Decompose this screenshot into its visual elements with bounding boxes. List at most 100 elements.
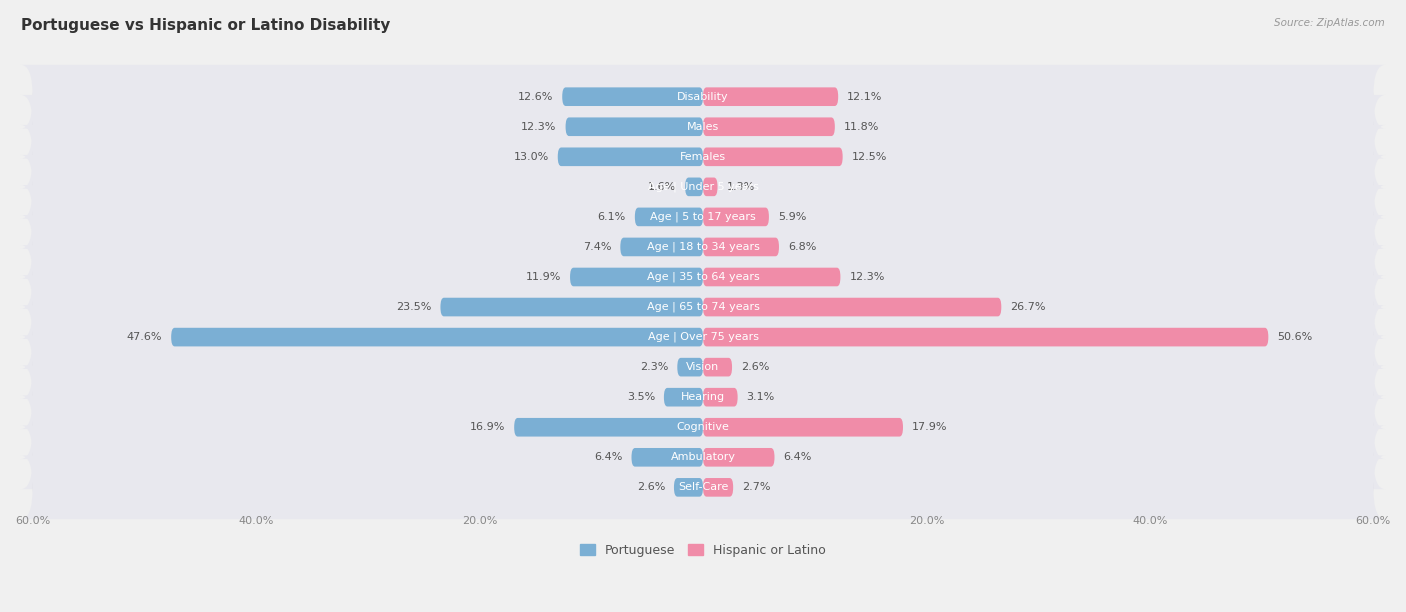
Text: 2.3%: 2.3%: [640, 362, 668, 372]
FancyBboxPatch shape: [569, 267, 703, 286]
Text: Portuguese vs Hispanic or Latino Disability: Portuguese vs Hispanic or Latino Disabil…: [21, 18, 391, 34]
Text: 6.4%: 6.4%: [783, 452, 811, 462]
Text: 17.9%: 17.9%: [912, 422, 948, 432]
FancyBboxPatch shape: [664, 388, 703, 406]
Text: 13.0%: 13.0%: [513, 152, 548, 162]
FancyBboxPatch shape: [21, 155, 1385, 218]
FancyBboxPatch shape: [678, 358, 703, 376]
FancyBboxPatch shape: [32, 414, 1374, 441]
Text: Age | Under 5 years: Age | Under 5 years: [648, 182, 758, 192]
Text: 6.1%: 6.1%: [598, 212, 626, 222]
FancyBboxPatch shape: [620, 237, 703, 256]
FancyBboxPatch shape: [32, 324, 1374, 350]
Text: Age | Over 75 years: Age | Over 75 years: [648, 332, 758, 342]
FancyBboxPatch shape: [703, 267, 841, 286]
Text: 47.6%: 47.6%: [127, 332, 162, 342]
FancyBboxPatch shape: [703, 237, 779, 256]
FancyBboxPatch shape: [673, 478, 703, 497]
FancyBboxPatch shape: [32, 234, 1374, 260]
FancyBboxPatch shape: [32, 204, 1374, 230]
Text: 1.3%: 1.3%: [727, 182, 755, 192]
Text: Ambulatory: Ambulatory: [671, 452, 735, 462]
Text: 11.8%: 11.8%: [844, 122, 879, 132]
FancyBboxPatch shape: [21, 95, 1385, 159]
FancyBboxPatch shape: [703, 358, 733, 376]
Text: 12.3%: 12.3%: [522, 122, 557, 132]
Text: 3.1%: 3.1%: [747, 392, 775, 402]
FancyBboxPatch shape: [32, 113, 1374, 140]
Text: 6.8%: 6.8%: [787, 242, 817, 252]
FancyBboxPatch shape: [703, 388, 738, 406]
FancyBboxPatch shape: [32, 83, 1374, 110]
FancyBboxPatch shape: [703, 328, 1268, 346]
FancyBboxPatch shape: [21, 335, 1385, 399]
FancyBboxPatch shape: [21, 125, 1385, 188]
Text: 6.4%: 6.4%: [595, 452, 623, 462]
FancyBboxPatch shape: [32, 144, 1374, 170]
Text: 12.3%: 12.3%: [849, 272, 884, 282]
Text: Self-Care: Self-Care: [678, 482, 728, 492]
FancyBboxPatch shape: [21, 455, 1385, 519]
Text: 1.6%: 1.6%: [648, 182, 676, 192]
FancyBboxPatch shape: [21, 215, 1385, 279]
FancyBboxPatch shape: [703, 478, 733, 497]
FancyBboxPatch shape: [636, 207, 703, 226]
FancyBboxPatch shape: [21, 185, 1385, 248]
Text: 2.7%: 2.7%: [742, 482, 770, 492]
Text: 12.6%: 12.6%: [517, 92, 554, 102]
Text: Vision: Vision: [686, 362, 720, 372]
FancyBboxPatch shape: [32, 264, 1374, 290]
FancyBboxPatch shape: [703, 147, 842, 166]
Text: 12.5%: 12.5%: [852, 152, 887, 162]
FancyBboxPatch shape: [703, 88, 838, 106]
Text: Age | 18 to 34 years: Age | 18 to 34 years: [647, 242, 759, 252]
FancyBboxPatch shape: [703, 118, 835, 136]
FancyBboxPatch shape: [32, 444, 1374, 471]
FancyBboxPatch shape: [515, 418, 703, 436]
FancyBboxPatch shape: [172, 328, 703, 346]
FancyBboxPatch shape: [32, 174, 1374, 200]
FancyBboxPatch shape: [21, 245, 1385, 309]
FancyBboxPatch shape: [562, 88, 703, 106]
FancyBboxPatch shape: [21, 365, 1385, 429]
FancyBboxPatch shape: [32, 294, 1374, 320]
Text: Age | 5 to 17 years: Age | 5 to 17 years: [650, 212, 756, 222]
Text: Males: Males: [688, 122, 718, 132]
Text: Source: ZipAtlas.com: Source: ZipAtlas.com: [1274, 18, 1385, 28]
FancyBboxPatch shape: [21, 305, 1385, 369]
FancyBboxPatch shape: [21, 395, 1385, 459]
Text: 5.9%: 5.9%: [778, 212, 806, 222]
Text: 7.4%: 7.4%: [583, 242, 612, 252]
FancyBboxPatch shape: [558, 147, 703, 166]
FancyBboxPatch shape: [440, 297, 703, 316]
FancyBboxPatch shape: [685, 177, 703, 196]
FancyBboxPatch shape: [21, 425, 1385, 489]
Text: Hearing: Hearing: [681, 392, 725, 402]
FancyBboxPatch shape: [32, 354, 1374, 381]
Text: Females: Females: [681, 152, 725, 162]
FancyBboxPatch shape: [703, 297, 1001, 316]
FancyBboxPatch shape: [703, 448, 775, 466]
Text: Age | 35 to 64 years: Age | 35 to 64 years: [647, 272, 759, 282]
Text: 23.5%: 23.5%: [396, 302, 432, 312]
FancyBboxPatch shape: [631, 448, 703, 466]
FancyBboxPatch shape: [703, 418, 903, 436]
Text: 12.1%: 12.1%: [848, 92, 883, 102]
Text: Age | 65 to 74 years: Age | 65 to 74 years: [647, 302, 759, 312]
Text: Cognitive: Cognitive: [676, 422, 730, 432]
FancyBboxPatch shape: [21, 275, 1385, 339]
Text: 16.9%: 16.9%: [470, 422, 505, 432]
Text: 50.6%: 50.6%: [1277, 332, 1313, 342]
Text: 11.9%: 11.9%: [526, 272, 561, 282]
Text: 2.6%: 2.6%: [637, 482, 665, 492]
FancyBboxPatch shape: [32, 384, 1374, 411]
FancyBboxPatch shape: [703, 177, 717, 196]
Legend: Portuguese, Hispanic or Latino: Portuguese, Hispanic or Latino: [575, 539, 831, 562]
Text: 2.6%: 2.6%: [741, 362, 769, 372]
FancyBboxPatch shape: [565, 118, 703, 136]
FancyBboxPatch shape: [21, 65, 1385, 129]
Text: 26.7%: 26.7%: [1011, 302, 1046, 312]
Text: Disability: Disability: [678, 92, 728, 102]
FancyBboxPatch shape: [32, 474, 1374, 501]
Text: 3.5%: 3.5%: [627, 392, 655, 402]
